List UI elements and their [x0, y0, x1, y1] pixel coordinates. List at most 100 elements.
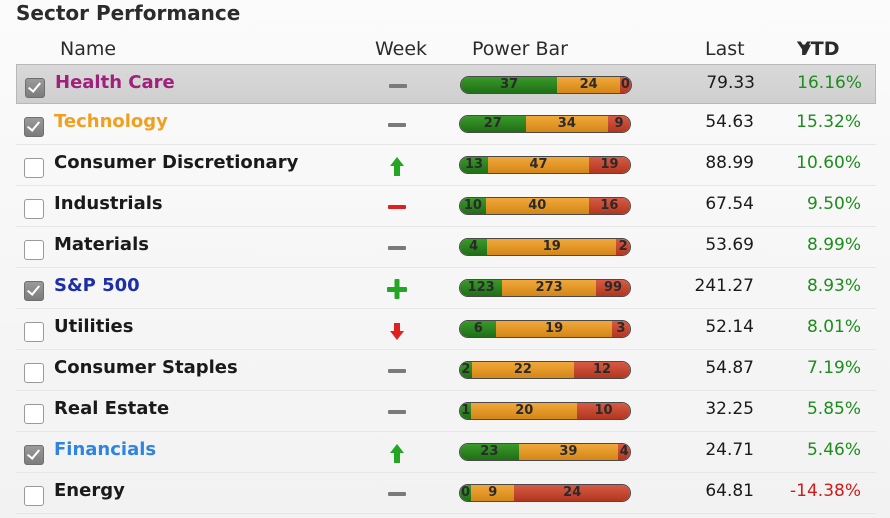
- last-price: 241.27: [694, 276, 754, 296]
- ytd-change: 5.46%: [806, 440, 861, 460]
- sort-desc-icon: ▼: [801, 42, 811, 57]
- table-header: Name Week Power Bar Last YTD ▼: [0, 38, 890, 64]
- power-bar-green-segment: 4: [460, 239, 488, 255]
- table-row[interactable]: S&P 500 123 273 99 241.27 8.93%: [16, 268, 876, 309]
- sector-name[interactable]: Energy: [54, 480, 125, 501]
- power-bar-orange-segment: 273: [502, 280, 596, 296]
- power-bar: 0 9 24: [459, 484, 631, 502]
- column-header-week[interactable]: Week: [375, 38, 428, 60]
- row-checkbox[interactable]: [24, 281, 44, 301]
- last-price: 52.14: [705, 317, 754, 337]
- power-bar-orange-segment: 34: [525, 116, 609, 132]
- ytd-change: 15.32%: [796, 112, 861, 132]
- power-bar: 2 22 12: [459, 361, 631, 379]
- power-bar: 1 20 10: [459, 402, 631, 420]
- last-price: 53.69: [705, 235, 754, 255]
- column-header-ytd[interactable]: YTD ▼: [797, 38, 840, 60]
- table-row[interactable]: Consumer Staples 2 22 12 54.87 7.19%: [16, 350, 876, 391]
- arrow-down-red-icon: [384, 319, 410, 341]
- flat-gray-icon: [384, 401, 410, 423]
- power-bar-red-segment: 2: [616, 239, 630, 255]
- power-bar-red-segment: 99: [595, 280, 630, 296]
- ytd-change: 8.01%: [806, 317, 861, 337]
- ytd-change: 7.19%: [806, 358, 861, 378]
- sector-name[interactable]: Industrials: [54, 193, 163, 214]
- table-row[interactable]: Health Care 37 24 0 79.33 16.16%: [16, 64, 876, 104]
- column-header-last[interactable]: Last: [705, 38, 745, 60]
- sector-name[interactable]: Utilities: [54, 316, 134, 337]
- power-bar-orange-segment: 22: [471, 362, 575, 378]
- last-price: 88.99: [705, 153, 754, 173]
- power-bar: 123 273 99: [459, 279, 631, 297]
- row-checkbox[interactable]: [24, 445, 44, 465]
- power-bar-orange-segment: 20: [471, 403, 578, 419]
- sector-name[interactable]: Technology: [54, 111, 168, 132]
- table-row[interactable]: Financials 23 39 4 24.71 5.46%: [16, 432, 876, 473]
- power-bar-orange-segment: 9: [471, 485, 515, 501]
- table-row[interactable]: Materials 4 19 2 53.69 8.99%: [16, 227, 876, 268]
- table-row[interactable]: Industrials 10 40 16 67.54 9.50%: [16, 186, 876, 227]
- flat-gray-icon: [385, 75, 411, 97]
- row-checkbox[interactable]: [24, 404, 44, 424]
- power-bar-orange-segment: 39: [518, 444, 619, 460]
- row-checkbox[interactable]: [25, 78, 45, 98]
- ytd-change: 16.16%: [797, 73, 862, 93]
- power-bar-orange-segment: 24: [557, 77, 620, 93]
- minus-red-icon: [384, 196, 410, 218]
- power-bar-green-segment: 1: [460, 403, 472, 419]
- row-checkbox[interactable]: [24, 363, 44, 383]
- power-bar: 13 47 19: [459, 156, 631, 174]
- power-bar-red-segment: 12: [574, 362, 630, 378]
- power-bar-red-segment: 19: [589, 157, 630, 173]
- power-bar-orange-segment: 47: [487, 157, 590, 173]
- sector-name[interactable]: S&P 500: [54, 275, 140, 296]
- row-checkbox[interactable]: [24, 486, 44, 506]
- row-checkbox[interactable]: [24, 322, 44, 342]
- power-bar-red-segment: 9: [608, 116, 630, 132]
- last-price: 54.87: [705, 358, 754, 378]
- power-bar-red-segment: 3: [611, 321, 630, 337]
- power-bar-red-segment: 24: [514, 485, 630, 501]
- table-row[interactable]: Technology 27 34 9 54.63 15.32%: [16, 104, 876, 145]
- row-checkbox[interactable]: [24, 240, 44, 260]
- flat-gray-icon: [384, 237, 410, 259]
- row-checkbox[interactable]: [24, 158, 44, 178]
- power-bar: 6 19 3: [459, 320, 631, 338]
- power-bar-green-segment: 13: [460, 157, 488, 173]
- power-bar-orange-segment: 19: [487, 239, 617, 255]
- ytd-change: 10.60%: [796, 153, 861, 173]
- ytd-change: 8.93%: [806, 276, 861, 296]
- flat-gray-icon: [384, 114, 410, 136]
- sector-name[interactable]: Consumer Staples: [54, 357, 238, 378]
- table-row[interactable]: Energy 0 9 24 64.81 -14.38%: [16, 473, 876, 514]
- flat-gray-icon: [384, 360, 410, 382]
- power-bar-green-segment: 37: [461, 77, 558, 93]
- table-row[interactable]: Utilities 6 19 3 52.14 8.01%: [16, 309, 876, 350]
- sector-name[interactable]: Real Estate: [54, 398, 170, 419]
- last-price: 54.63: [705, 112, 754, 132]
- plus-green-icon: [384, 278, 410, 300]
- sector-name[interactable]: Consumer Discretionary: [54, 152, 299, 173]
- column-header-name[interactable]: Name: [60, 38, 117, 60]
- sector-name[interactable]: Financials: [54, 439, 157, 460]
- power-bar-green-segment: 6: [460, 321, 497, 337]
- sector-name[interactable]: Materials: [54, 234, 149, 255]
- last-price: 32.25: [705, 399, 754, 419]
- power-bar: 37 24 0: [460, 76, 632, 94]
- power-bar-red-segment: 4: [618, 444, 630, 460]
- last-price: 24.71: [705, 440, 754, 460]
- power-bar: 23 39 4: [459, 443, 631, 461]
- column-header-power-bar[interactable]: Power Bar: [472, 38, 568, 60]
- power-bar-orange-segment: 19: [496, 321, 612, 337]
- sector-name[interactable]: Health Care: [55, 72, 175, 93]
- row-checkbox[interactable]: [24, 199, 44, 219]
- row-checkbox[interactable]: [24, 117, 44, 137]
- ytd-change: 8.99%: [806, 235, 861, 255]
- power-bar: 10 40 16: [459, 197, 631, 215]
- power-bar-green-segment: 2: [460, 362, 472, 378]
- table-row[interactable]: Consumer Discretionary 13 47 19 88.99 10.60%: [16, 145, 876, 186]
- panel-title: Sector Performance: [16, 1, 241, 25]
- table-row[interactable]: Real Estate 1 20 10 32.25 5.85%: [16, 391, 876, 432]
- power-bar-green-segment: 10: [460, 198, 486, 214]
